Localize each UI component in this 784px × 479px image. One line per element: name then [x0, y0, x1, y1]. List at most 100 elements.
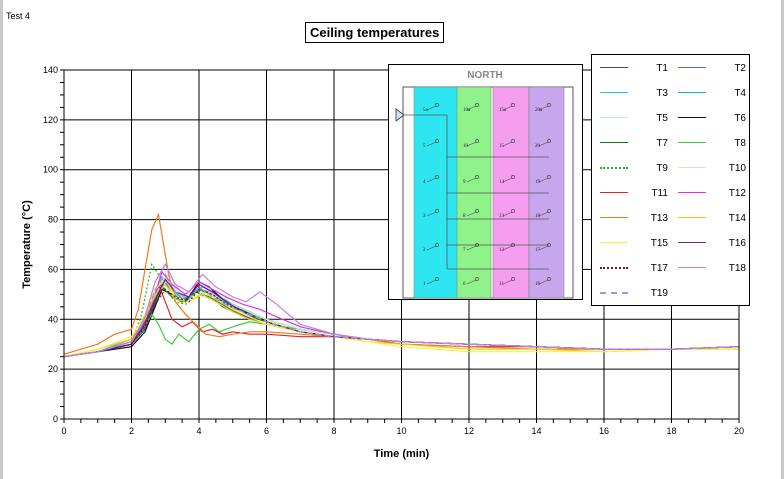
sensor-marker: [547, 243, 551, 247]
sensor-marker: [475, 139, 479, 143]
legend-item-t13: T13: [596, 213, 670, 227]
chart-title: Ceiling temperatures: [305, 22, 445, 43]
sensor-leader: [426, 177, 437, 183]
legend-label: T13: [650, 213, 668, 224]
sensor-label: 18: [535, 214, 541, 219]
sensor-label: 11: [499, 282, 504, 287]
legend-swatch: [678, 142, 706, 143]
legend-item-t11: T11: [596, 188, 670, 202]
legend: T1 T2 T3 T4 T5 T6 T7 T8 T9 T10 T11 T12 T13 T14 T15 T16 T…: [591, 54, 750, 306]
floorplan-svg: NORTH 5a 10a 15a 20a 5 10 15 20 4 9 14 19 3 8 13 18 2 7 12 1…: [395, 70, 574, 299]
sensor-marker: [547, 175, 551, 179]
y-tick-label: 120: [43, 115, 58, 125]
x-tick-label: 8: [331, 426, 336, 436]
legend-swatch: [600, 292, 628, 294]
sensor-marker: [475, 277, 479, 281]
legend-swatch: [678, 192, 706, 193]
legend-label: T15: [650, 238, 668, 249]
sensor-leader: [502, 177, 513, 183]
legend-swatch: [600, 217, 628, 218]
sensor-marker: [511, 277, 515, 281]
y-axis-label: Temperature (°C): [21, 200, 33, 289]
sensor-leader: [426, 105, 437, 111]
legend-swatch: [600, 117, 628, 118]
sensor-label: 1: [423, 282, 426, 287]
y-tick-label: 80: [48, 215, 58, 225]
sensor-marker: [475, 209, 479, 213]
sensor-leader: [538, 177, 549, 183]
sensor-leader: [502, 141, 513, 147]
sensor-label: 14: [499, 180, 505, 185]
sensor-label: 4: [423, 180, 426, 185]
sensor-marker: [435, 139, 439, 143]
legend-label: T18: [728, 263, 746, 274]
sensor-leader: [502, 211, 513, 217]
y-tick-label: 0: [53, 414, 58, 424]
legend-swatch: [600, 92, 628, 93]
legend-swatch: [678, 242, 706, 243]
legend-swatch: [678, 217, 706, 218]
legend-swatch: [600, 242, 628, 243]
legend-label: T17: [650, 263, 668, 274]
legend-swatch: [600, 167, 628, 169]
sensor-leader: [502, 105, 513, 111]
sensor-leader: [538, 279, 549, 285]
sensor-label: 12: [499, 248, 505, 253]
series-line-t15: [63, 278, 739, 358]
legend-label: T4: [734, 88, 746, 99]
inlet-icon: [395, 108, 405, 122]
sensor-label: 17: [535, 248, 541, 253]
x-tick-label: 6: [264, 426, 269, 436]
sensor-marker: [435, 209, 439, 213]
x-tick-label: 12: [464, 426, 474, 436]
sensor-leader: [502, 279, 513, 285]
sensor-marker: [547, 103, 551, 107]
sensor-leader: [426, 245, 437, 251]
legend-label: T8: [734, 138, 746, 149]
sensor-marker: [511, 139, 515, 143]
x-tick-label: 10: [396, 426, 406, 436]
sensor-label: 16: [535, 282, 541, 287]
sensor-label: 2: [423, 248, 426, 253]
x-tick-label: 4: [196, 426, 201, 436]
legend-item-t15: T15: [596, 238, 670, 252]
legend-item-t2: T2: [674, 63, 748, 77]
sensor-leader: [538, 245, 549, 251]
series-line-t13: [63, 212, 740, 355]
sensor-label: 10a: [463, 108, 471, 113]
y-tick-label: 100: [43, 165, 58, 175]
sensor-leader: [426, 279, 437, 285]
sensor-leader: [426, 141, 437, 147]
floorplan-inset: NORTH 5a 10a 15a 20a 5 10 15 20 4 9 14 19 3 8 13 18 2 7 12 1…: [388, 64, 583, 300]
x-tick-label: 20: [734, 426, 744, 436]
legend-label: T7: [656, 138, 668, 149]
legend-swatch: [600, 67, 628, 68]
sensor-leader: [466, 279, 477, 285]
legend-item-t7: T7: [596, 138, 670, 152]
legend-swatch: [600, 192, 628, 193]
test-label: Test 4: [6, 11, 31, 21]
y-tick-label: 20: [48, 364, 58, 374]
legend-item-t6: T6: [674, 113, 748, 127]
sensor-leader: [538, 211, 549, 217]
sensor-marker: [435, 175, 439, 179]
series-line-t14: [63, 283, 739, 358]
legend-label: T16: [728, 238, 746, 249]
x-tick-label: 0: [61, 426, 66, 436]
legend-label: T5: [656, 113, 668, 124]
y-tick-label: 40: [48, 314, 58, 324]
sensor-label: 7: [463, 248, 466, 253]
legend-label: T2: [734, 63, 746, 74]
sensor-marker: [435, 243, 439, 247]
sensor-leader: [538, 141, 549, 147]
sensor-label: 8: [463, 214, 466, 219]
sensor-label: 5a: [423, 108, 429, 113]
y-tick-label: 60: [48, 264, 58, 274]
legend-swatch: [600, 267, 628, 269]
floorplan-title: NORTH: [467, 70, 503, 81]
x-tick-label: 14: [531, 426, 541, 436]
sensor-leader: [502, 245, 513, 251]
legend-label: T12: [728, 188, 746, 199]
sensor-marker: [435, 277, 439, 281]
